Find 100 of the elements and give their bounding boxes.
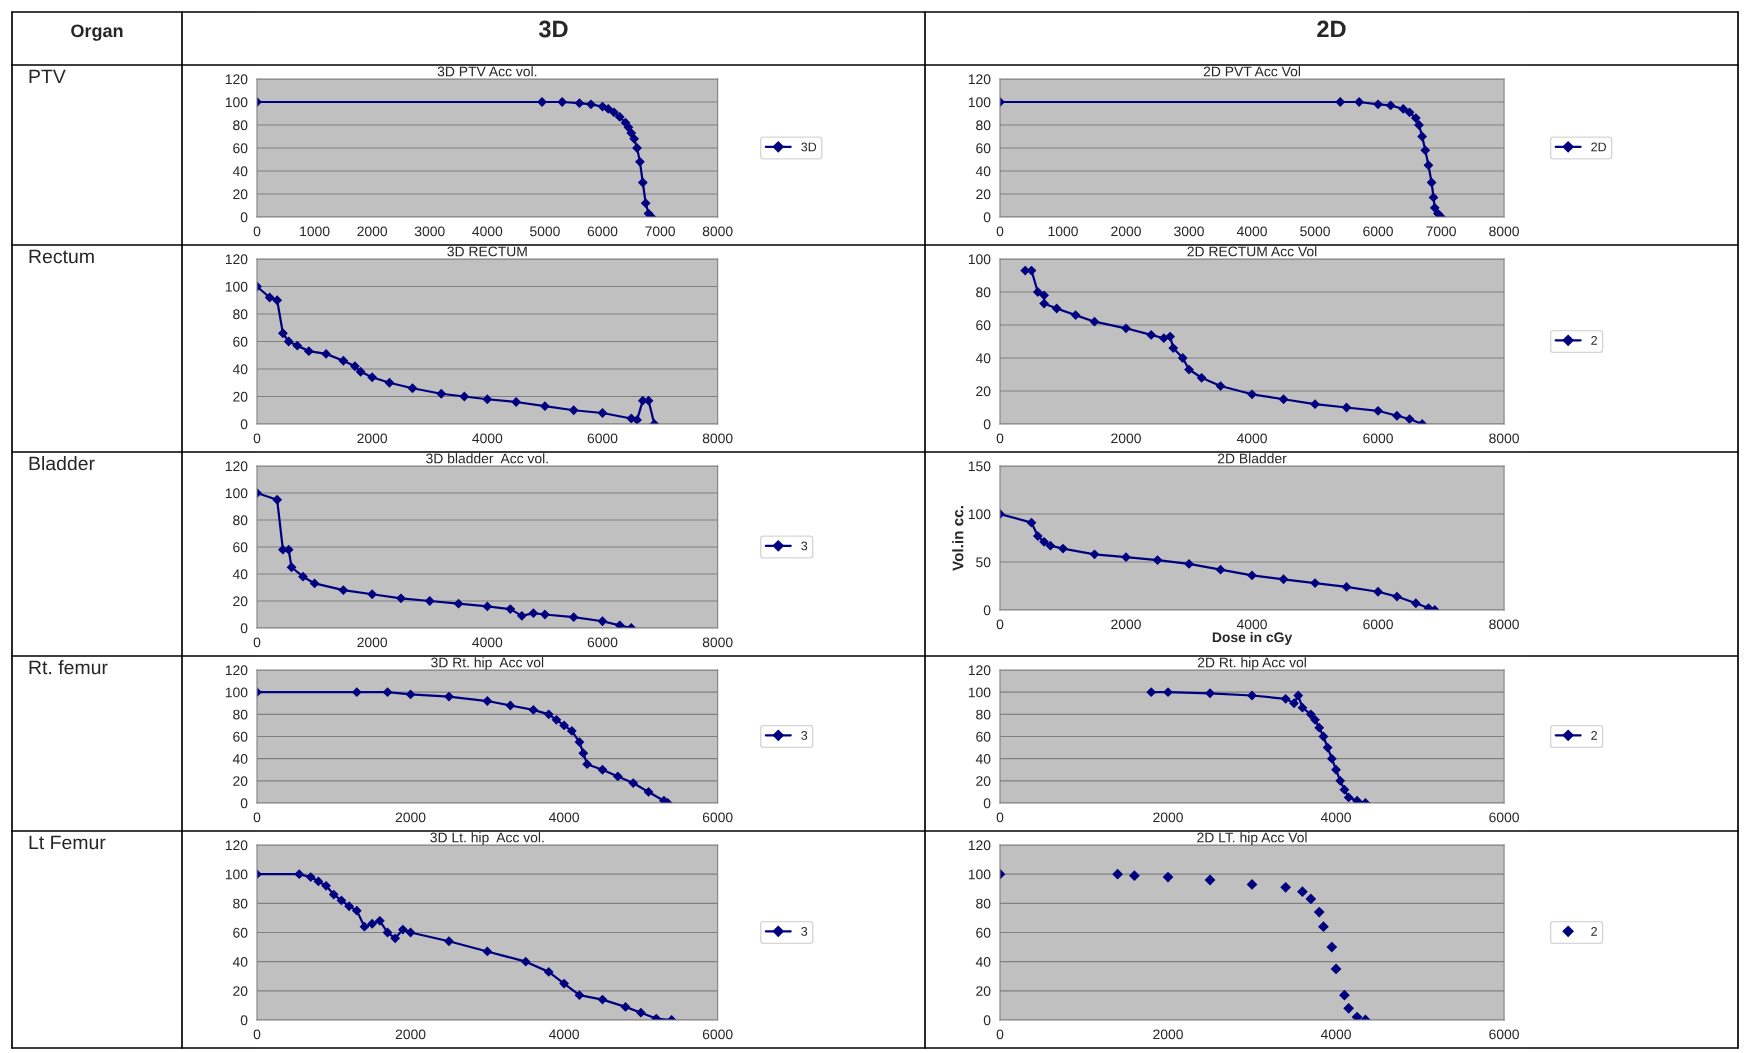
point [1070, 310, 1081, 321]
point [1247, 690, 1257, 701]
point [1146, 329, 1157, 340]
point [559, 978, 570, 989]
x-tick-label: 6000 [587, 226, 618, 237]
legend-label: 3 [801, 541, 808, 551]
point [482, 696, 493, 706]
y-tick-label: 0 [983, 1015, 991, 1026]
point [1326, 753, 1337, 764]
point [1278, 574, 1289, 585]
point [1343, 792, 1354, 803]
x-tick-label: 6000 [587, 637, 618, 648]
point [597, 408, 608, 418]
point [374, 915, 385, 926]
point [359, 921, 370, 932]
y-tick-label: 120 [225, 461, 248, 472]
y-tick-label: 100 [968, 869, 991, 880]
point [1089, 549, 1100, 560]
point [1163, 687, 1173, 698]
point [574, 990, 585, 1001]
point [453, 598, 464, 609]
point [444, 936, 454, 947]
point [626, 128, 637, 138]
y-tick-label: 80 [233, 120, 248, 131]
point [303, 346, 314, 357]
y-tick-label: 120 [968, 74, 991, 85]
point [629, 133, 640, 144]
legend-label: 3 [801, 927, 808, 936]
point [559, 720, 570, 731]
chart-title: 3D PTV Acc vol. [437, 66, 537, 77]
point [1205, 688, 1215, 699]
point [1121, 552, 1131, 563]
y-tick-label: 100 [225, 97, 248, 108]
y-tick-label: 40 [975, 166, 991, 177]
x-tick-label: 8000 [1489, 433, 1519, 444]
x-tick-label: 4000 [1236, 619, 1267, 630]
y-tick-label: 120 [225, 840, 248, 851]
y-tick-label: 20 [233, 596, 248, 607]
point [355, 366, 366, 377]
point [551, 714, 562, 725]
point [1026, 517, 1037, 528]
x-tick-label: 4000 [1236, 226, 1267, 237]
point [528, 608, 539, 619]
point [1331, 764, 1341, 775]
chart-title: 3D Lt. hip Acc vol. [430, 832, 544, 846]
point [351, 687, 362, 698]
point [568, 405, 579, 416]
x-tick-label: 4000 [1320, 812, 1351, 823]
y-tick-label: 20 [976, 189, 991, 200]
point [1165, 331, 1176, 342]
y-tick-label: 80 [233, 515, 248, 526]
point [1289, 698, 1299, 709]
point [505, 604, 516, 615]
point [338, 585, 349, 596]
point [543, 709, 554, 720]
point [1398, 103, 1409, 114]
point [1293, 690, 1304, 701]
point [367, 372, 378, 383]
point [1339, 784, 1350, 795]
x-tick-label: 8000 [1489, 619, 1519, 630]
point [272, 295, 283, 306]
point [1184, 559, 1194, 569]
x-tick-label: 8000 [702, 433, 733, 444]
point [344, 901, 355, 912]
y-tick-label: 60 [976, 320, 991, 331]
y-tick-label: 60 [233, 143, 248, 154]
text: PTV [29, 69, 66, 84]
point [1318, 921, 1329, 933]
x-tick-label: 0 [996, 1029, 1004, 1040]
x-tick-label: 6000 [1489, 1029, 1519, 1040]
x-tick-label: 2000 [1111, 619, 1141, 630]
y-tick-label: 20 [976, 776, 991, 786]
point [382, 687, 393, 698]
point [1351, 1011, 1363, 1020]
y-tick-label: 0 [983, 798, 991, 809]
point [1410, 598, 1421, 609]
y-tick-label: 120 [225, 254, 248, 265]
point [1215, 564, 1226, 575]
point [349, 361, 360, 372]
y-tick-label: 60 [976, 143, 991, 154]
point [640, 198, 651, 209]
point [1313, 906, 1325, 918]
point [328, 889, 339, 900]
x-tick-label: 0 [996, 433, 1004, 444]
x-tick-label: 8000 [702, 226, 733, 237]
point [603, 103, 614, 114]
point [384, 377, 395, 388]
y-tick-label: 0 [983, 212, 991, 223]
point [574, 98, 585, 109]
point [520, 956, 531, 967]
point [278, 328, 288, 339]
x-tick-label: 6000 [702, 812, 733, 823]
point [1322, 742, 1333, 753]
x-tick-label: 2000 [395, 1029, 426, 1040]
point [1247, 389, 1257, 400]
point [1410, 113, 1421, 124]
x-tick-label: 6000 [1489, 812, 1519, 823]
legend-label: 2 [1591, 927, 1597, 936]
point [597, 764, 608, 775]
point [1305, 709, 1316, 720]
